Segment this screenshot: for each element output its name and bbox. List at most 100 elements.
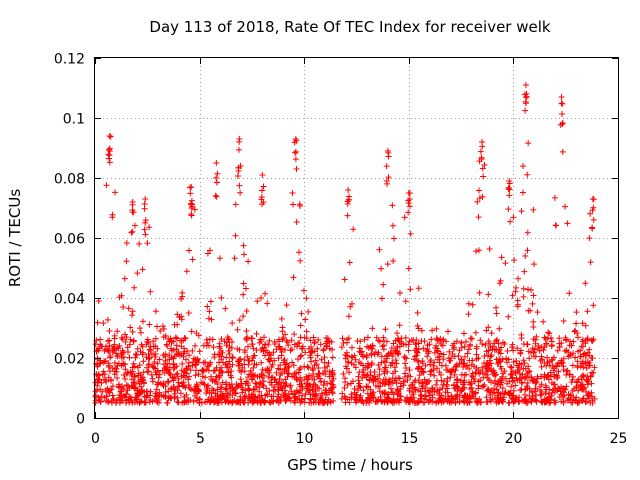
- data-point: [418, 327, 425, 334]
- data-point: [285, 342, 292, 349]
- data-point: [236, 182, 243, 189]
- data-point: [148, 351, 155, 358]
- data-point: [529, 377, 536, 384]
- data-point: [181, 334, 188, 341]
- data-point: [275, 355, 282, 362]
- data-point: [529, 389, 536, 396]
- data-point: [183, 268, 190, 275]
- data-point: [222, 379, 229, 386]
- data-point: [300, 287, 307, 294]
- data-point: [131, 284, 138, 291]
- data-point: [540, 318, 547, 325]
- data-point: [382, 376, 389, 383]
- data-point: [260, 398, 267, 405]
- data-point: [256, 384, 263, 391]
- data-point: [228, 381, 235, 388]
- data-point: [577, 363, 584, 370]
- data-point: [530, 349, 537, 356]
- data-point: [479, 364, 486, 371]
- data-point: [222, 386, 229, 393]
- data-point: [389, 359, 396, 366]
- x-tick-label: 25: [610, 431, 628, 447]
- data-point: [521, 397, 528, 404]
- data-point: [551, 397, 558, 404]
- data-point: [103, 393, 110, 400]
- data-point: [522, 82, 529, 88]
- data-point: [219, 369, 226, 376]
- data-point: [483, 394, 490, 401]
- data-point: [155, 374, 162, 381]
- data-point: [380, 368, 387, 375]
- data-point: [237, 189, 244, 196]
- data-point: [482, 342, 489, 349]
- data-point: [395, 389, 402, 396]
- data-point: [206, 308, 213, 315]
- data-point: [214, 170, 221, 177]
- x-tick-label: 5: [196, 431, 205, 447]
- data-point: [360, 353, 367, 360]
- data-point: [344, 212, 351, 219]
- data-point: [177, 390, 184, 397]
- data-point: [491, 346, 498, 353]
- data-point: [475, 247, 482, 254]
- data-point: [384, 261, 391, 268]
- data-point: [456, 392, 463, 399]
- data-point: [512, 284, 519, 291]
- data-point: [491, 340, 498, 347]
- data-point: [92, 393, 99, 400]
- data-point: [297, 374, 304, 381]
- data-point: [566, 290, 573, 297]
- data-point: [213, 373, 220, 380]
- data-point: [125, 305, 132, 312]
- data-point: [271, 357, 278, 364]
- data-point: [327, 380, 334, 387]
- data-point: [487, 398, 494, 405]
- data-point: [489, 343, 496, 350]
- data-point: [106, 337, 113, 344]
- data-point: [582, 399, 589, 406]
- data-point: [203, 390, 210, 397]
- data-point: [345, 359, 352, 366]
- data-point: [392, 375, 399, 382]
- data-point: [113, 399, 120, 406]
- data-point: [499, 385, 506, 392]
- y-axis-label: ROTI / TECUs: [6, 189, 24, 287]
- data-point: [95, 298, 102, 305]
- data-point: [376, 371, 383, 378]
- data-point: [136, 240, 143, 247]
- data-point: [224, 397, 231, 404]
- data-point: [235, 382, 242, 389]
- data-point: [427, 368, 434, 375]
- data-point: [478, 154, 485, 161]
- data-point: [297, 364, 304, 371]
- data-point: [345, 187, 352, 193]
- data-point: [527, 307, 534, 314]
- data-point: [561, 347, 568, 354]
- data-point: [96, 360, 103, 367]
- data-point: [123, 240, 130, 247]
- data-point: [215, 351, 222, 358]
- data-point: [566, 371, 573, 378]
- data-point: [201, 381, 208, 388]
- data-point: [245, 399, 252, 406]
- data-point: [346, 259, 353, 266]
- data-point: [187, 190, 194, 197]
- data-point: [582, 360, 589, 367]
- data-point: [473, 345, 480, 352]
- data-point: [140, 376, 147, 383]
- data-point: [228, 374, 235, 381]
- data-point: [152, 335, 159, 342]
- data-point: [142, 231, 149, 238]
- data-point: [532, 396, 539, 403]
- data-point: [178, 295, 185, 302]
- data-point: [301, 399, 308, 406]
- data-point: [178, 316, 185, 323]
- data-point: [418, 338, 425, 345]
- data-point: [578, 383, 585, 390]
- data-point: [317, 394, 324, 401]
- data-point: [195, 371, 202, 378]
- data-point: [226, 350, 233, 357]
- data-point: [326, 368, 333, 375]
- data-point: [316, 370, 323, 377]
- data-point: [492, 377, 499, 384]
